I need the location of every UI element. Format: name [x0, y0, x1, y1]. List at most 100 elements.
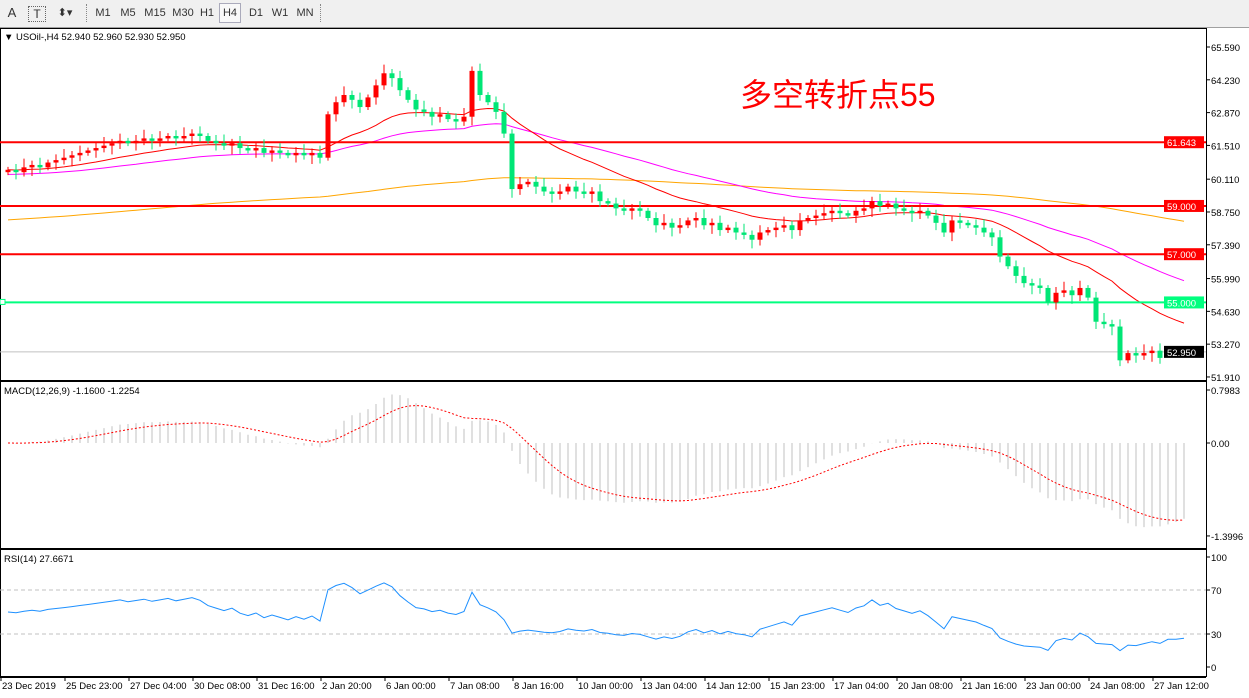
candle-body: [973, 225, 979, 228]
chart-area[interactable]: 65.590 64.230 62.870 61.510 60.110 58.750 57.3…: [0, 28, 1249, 698]
candle-body: [13, 169, 19, 173]
timeframe-h4[interactable]: H4: [219, 3, 241, 23]
timeframe-m1[interactable]: M1: [95, 7, 111, 19]
candle-body: [725, 227, 731, 231]
moving-average-line: [7, 177, 1185, 222]
candle-body: [1125, 353, 1131, 361]
candle-body: [901, 208, 907, 211]
rsi-line: [7, 582, 1185, 652]
candle-body: [317, 152, 323, 158]
candle-body: [37, 164, 43, 168]
candle-body: [1013, 266, 1019, 276]
level-price-label: 59.000: [1167, 202, 1196, 213]
price-tick-label: 60.110: [1211, 175, 1239, 186]
candle-body: [573, 186, 579, 192]
candle-body: [1061, 290, 1067, 293]
time-tick-label: 21 Jan 16:00: [962, 681, 1017, 692]
candle-body: [997, 237, 1003, 257]
rsi-panel-frame: [0, 549, 1207, 677]
candle-body: [629, 208, 635, 211]
timeframe-m15[interactable]: M15: [144, 7, 166, 19]
rsi-tick-label: 70: [1211, 586, 1222, 597]
candle-body: [1109, 324, 1115, 327]
level-price-label: 55.000: [1167, 298, 1196, 309]
candle-body: [517, 184, 523, 190]
candle-body: [493, 102, 499, 112]
candle-body: [1093, 297, 1099, 322]
time-tick-label: 7 Jan 08:00: [450, 681, 500, 692]
timeframe-h1[interactable]: H1: [199, 7, 215, 19]
moving-average-line: [7, 123, 1185, 282]
level-price-badge: [1164, 199, 1204, 212]
main-chart-header: ▼ USOil-,H4 52.940 52.960 52.930 52.950: [4, 32, 186, 43]
candle-body: [789, 225, 795, 231]
level-price-badge: [1164, 296, 1204, 309]
candle-body: [293, 152, 299, 156]
candle-body: [861, 208, 867, 211]
arrows-dropdown-icon[interactable]: ⬍▾: [57, 7, 73, 19]
candle-body: [341, 94, 347, 103]
candle-body: [165, 136, 171, 139]
candle-body: [237, 143, 243, 149]
candle-body: [1085, 287, 1091, 298]
candle-body: [1117, 326, 1123, 361]
candle-body: [157, 138, 163, 141]
current-price-badge: [1164, 345, 1204, 358]
moving-average-line: [7, 107, 1185, 324]
candle-body: [133, 140, 139, 144]
level-price-badge: [1164, 248, 1204, 261]
candle-body: [677, 225, 683, 228]
timeframe-w1[interactable]: W1: [271, 7, 289, 19]
macd-tick-label: 0.7983: [1211, 386, 1240, 397]
price-tick-label: 57.390: [1211, 241, 1240, 252]
timeframe-d1[interactable]: D1: [248, 7, 264, 19]
text-icon[interactable]: A: [7, 5, 17, 20]
candle-body: [597, 191, 603, 202]
price-tick-label: 55.990: [1211, 275, 1240, 286]
candle-body: [125, 140, 131, 144]
candle-body: [893, 203, 899, 209]
candle-body: [453, 119, 459, 122]
candle-body: [541, 186, 547, 192]
candle-body: [605, 201, 611, 204]
text-label-icon[interactable]: T: [28, 6, 46, 22]
candle-body: [373, 85, 379, 98]
level-price-label: 61.643: [1167, 138, 1196, 149]
candle-body: [333, 102, 339, 115]
price-tick-label: 54.630: [1211, 307, 1240, 318]
candle-body: [613, 203, 619, 209]
macd-header: MACD(12,26,9) -1.1600 -1.2254: [4, 386, 140, 397]
candle-body: [1077, 287, 1083, 296]
candle-body: [917, 210, 923, 214]
candle-body: [117, 140, 123, 144]
candle-body: [933, 215, 939, 223]
timeframe-m30[interactable]: M30: [172, 7, 194, 19]
candle-body: [397, 78, 403, 91]
rsi-tick-label: 30: [1211, 630, 1222, 641]
macd-tick-label: 0.00: [1211, 439, 1230, 450]
candle-body: [821, 213, 827, 216]
level-price-badge: [1164, 136, 1204, 149]
level-handle: [0, 298, 6, 305]
time-tick-label: 14 Jan 12:00: [706, 681, 761, 692]
macd-panel-frame: [0, 381, 1207, 549]
candle-body: [949, 220, 955, 233]
candle-body: [389, 73, 395, 79]
time-tick-label: 27 Dec 04:00: [130, 681, 187, 692]
candle-body: [885, 203, 891, 206]
candle-body: [845, 213, 851, 216]
candle-body: [53, 160, 59, 163]
candle-body: [1101, 321, 1107, 325]
candle-body: [589, 191, 595, 194]
candle-body: [245, 148, 251, 151]
candle-body: [781, 225, 787, 228]
timeframe-mn[interactable]: MN: [296, 7, 314, 19]
candle-body: [285, 152, 291, 156]
candle-body: [189, 133, 195, 137]
candle-body: [1005, 256, 1011, 267]
candle-body: [277, 150, 283, 153]
price-tick-label: 61.510: [1211, 141, 1240, 152]
candle-body: [421, 109, 427, 112]
timeframe-m5[interactable]: M5: [120, 7, 136, 19]
candle-body: [253, 148, 259, 151]
